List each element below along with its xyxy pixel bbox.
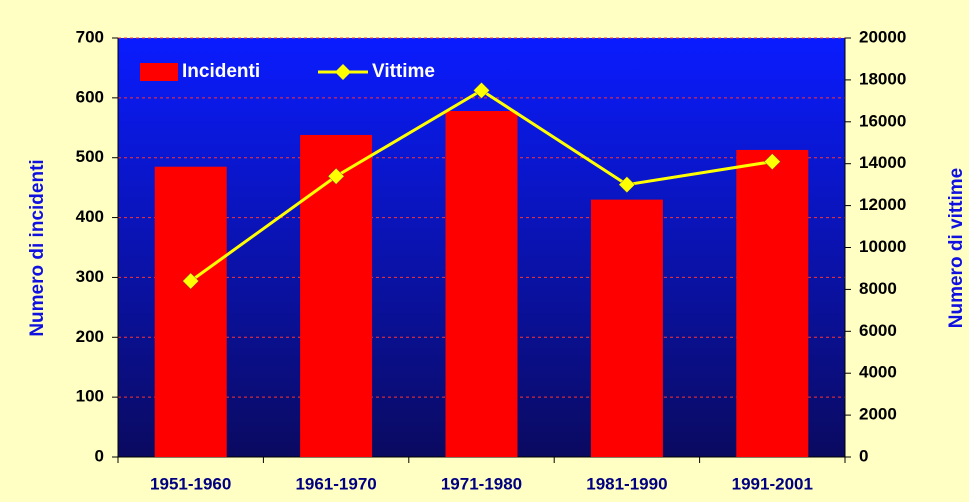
y2-tick-label: 0 (859, 446, 868, 465)
y-tick-label: 700 (76, 27, 104, 46)
y2-tick-label: 6000 (859, 321, 897, 340)
y-tick-label: 300 (76, 267, 104, 286)
x-tick-label: 1961-1970 (295, 474, 376, 493)
y2-axis-label: Numero di vittime (946, 168, 967, 328)
marker (473, 82, 490, 99)
bar (736, 149, 809, 457)
y2-tick-label: 8000 (859, 279, 897, 298)
y-tick-label: 600 (76, 87, 104, 106)
y2-tick-label: 16000 (859, 111, 906, 130)
legend-label: Vittime (372, 61, 435, 82)
marker (327, 167, 345, 185)
y-tick-label: 400 (76, 207, 104, 226)
marker (763, 153, 781, 170)
y2-tick-label: 18000 (859, 69, 906, 88)
x-tick-label: 1951-1960 (150, 474, 231, 493)
bar (154, 166, 227, 457)
legend-marker (335, 64, 351, 80)
y2-tick-label: 10000 (859, 237, 906, 256)
y2-tick-label: 2000 (859, 405, 897, 424)
legend-label: Incidenti (182, 61, 260, 82)
y2-tick-label: 14000 (859, 153, 906, 172)
x-tick-label: 1991-2001 (732, 474, 813, 493)
y-tick-label: 0 (95, 446, 104, 465)
y2-tick-label: 12000 (859, 195, 906, 214)
y-tick-label: 500 (76, 147, 104, 166)
legend-swatch (140, 63, 178, 81)
marker (182, 272, 200, 290)
bar (590, 199, 663, 457)
y-axis-label: Numero di incidenti (27, 159, 48, 336)
bar (445, 111, 518, 458)
y-tick-label: 200 (76, 327, 104, 346)
x-tick-label: 1971-1980 (441, 474, 522, 493)
y-tick-label: 100 (76, 387, 104, 406)
marker (618, 176, 636, 194)
y2-tick-label: 4000 (859, 363, 897, 382)
x-tick-label: 1981-1990 (586, 474, 667, 493)
bar (300, 134, 373, 457)
y2-tick-label: 20000 (859, 27, 906, 46)
